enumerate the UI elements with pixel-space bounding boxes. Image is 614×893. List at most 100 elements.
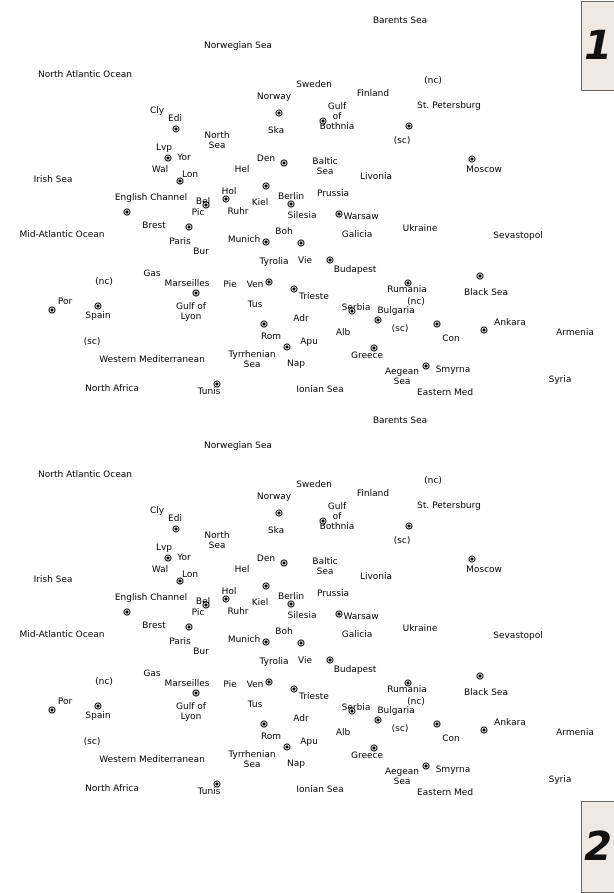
panel-1-map-label: Armenia [556, 328, 594, 338]
panel-2-map-label: Berlin [277, 592, 305, 602]
panel-1-map-label: Western Mediterranean [99, 355, 205, 365]
panel-2-map-label: (nc) [95, 677, 113, 687]
panel-1-map-label: St. Petersburg [417, 101, 481, 111]
map-panel-2: 2 Barents Sea Norwegian Sea North Atlantic… [0, 400, 614, 893]
panel-2-map-label: Armenia [556, 728, 594, 738]
panel-2-supply-center-marker [164, 554, 172, 562]
panel-2-map-label: Paris [169, 637, 191, 647]
panel-1-map-label: Ruhr [227, 207, 249, 217]
panel-2-map-label: North Africa [85, 784, 139, 794]
panel-1-map-label: Norway [256, 92, 292, 102]
panel-2-map-label: Black Sea [464, 688, 508, 698]
panel-2-map-label: Boh [275, 627, 293, 637]
panel-1-supply-center-marker [275, 109, 283, 117]
panel-1-map-label: Black Sea [464, 288, 508, 298]
panel-1-map-label: Sweden [296, 80, 332, 90]
panel-1-map-label: Wal [151, 165, 169, 175]
panel-2-map-label: Western Mediterranean [99, 755, 205, 765]
panel-2-map-label: Sweden [296, 480, 332, 490]
panel-1-map-label: Spain [85, 311, 111, 321]
panel-1-map-label: Ven [246, 280, 264, 290]
panel-1-map-label: Livonia [359, 172, 393, 182]
panel-1-map-label: (nc) [95, 277, 113, 287]
panel-1-map-label: Tunis [197, 387, 221, 397]
panel-1-supply-center-marker [265, 278, 273, 286]
panel-2-supply-center-marker [262, 638, 270, 646]
panel-2-supply-center-marker [192, 689, 200, 697]
panel-1-map-label: Pie [223, 280, 237, 290]
panel-2-map-label: North Sea [204, 531, 230, 551]
panel-2-supply-center-marker [202, 601, 210, 609]
panel-1-map-label: Hel [234, 165, 250, 175]
panel-1-map-label: Hol [221, 187, 237, 197]
panel-2-supply-center-marker [326, 656, 334, 664]
panel-2-map-label: Prussia [316, 589, 350, 599]
panel-1-map-label: Paris [169, 237, 191, 247]
panel-1-map-label: (sc) [393, 136, 411, 146]
panel-1-map-label: Por [57, 297, 73, 307]
panel-2-map-label: Pie [223, 680, 237, 690]
panel-1-map-label: Alb [335, 328, 351, 338]
panel-2-map-label: Ionian Sea [296, 785, 344, 795]
panel-1-supply-center-marker [94, 302, 102, 310]
panel-2-map-label: Por [57, 697, 73, 707]
panel-2-supply-center-marker [283, 743, 291, 751]
panel-2-map-label: Ukraine [402, 624, 438, 634]
panel-1-map-label: Finland [356, 89, 390, 99]
panel-1-map-label: Pic [191, 208, 205, 218]
panel-2-map-label: Pic [191, 608, 205, 618]
panel-2-supply-center-marker [265, 678, 273, 686]
panel-2-map-label: Norway [256, 492, 292, 502]
panel-2-map-label: St. Petersburg [417, 501, 481, 511]
panel-2-map-label: Wal [151, 565, 169, 575]
panel-2-supply-center-marker [262, 582, 270, 590]
panel-2-map-label: Vie [298, 656, 312, 666]
panel-1-map-label: Baltic Sea [312, 157, 338, 177]
panel-1-supply-center-marker [185, 223, 193, 231]
panel-2-supply-center-marker [185, 623, 193, 631]
panel-1-map-label: Lon [181, 170, 199, 180]
panel-1-supply-center-marker [192, 289, 200, 297]
panel-1-map-label: Trieste [299, 292, 329, 302]
panel-1-map-label: Greece [350, 351, 384, 361]
panel-2-map-label: Ankara [494, 718, 526, 728]
panel-1-supply-center-marker [404, 279, 412, 287]
panel-2-supply-center-marker [172, 525, 180, 533]
panel-2-map-label: Serbia [341, 703, 371, 713]
panel-1-map-label: Brest [142, 221, 166, 231]
panel-2-map-label: Yor [177, 553, 191, 563]
panel-number-badge-2: 2 [581, 801, 614, 893]
panel-1-map-label: Marseilles [164, 279, 210, 289]
panel-1-supply-center-marker [287, 200, 295, 208]
panel-2-map-label: Rumania [387, 685, 427, 695]
panel-1-supply-center-marker [176, 177, 184, 185]
panel-1-map-label: North Atlantic Ocean [38, 70, 132, 80]
panel-1-map-label: North Sea [204, 131, 230, 151]
panel-2-map-label: Smyrna [435, 765, 471, 775]
panel-1-map-label: Smyrna [435, 365, 471, 375]
panel-1-supply-center-marker [468, 155, 476, 163]
panel-2-map-label: Cly [149, 506, 165, 516]
panel-1-map-label: Sevastopol [493, 231, 543, 241]
panel-1-map-label: Gulf of Bothnia [319, 102, 355, 132]
panel-2-map-label: Eastern Med [416, 788, 474, 798]
panel-2-supply-center-marker [297, 639, 305, 647]
panel-2-supply-center-marker [176, 577, 184, 585]
panel-2-supply-center-marker [433, 720, 441, 728]
panel-2-map-label: Barents Sea [372, 416, 428, 426]
panel-1-supply-center-marker [290, 285, 298, 293]
panel-1-supply-center-marker [222, 195, 230, 203]
panel-2-supply-center-marker [123, 608, 131, 616]
panel-2-supply-center-marker [374, 716, 382, 724]
panel-2-map-label: (sc) [83, 737, 101, 747]
panel-2-map-label: Galicia [341, 630, 373, 640]
panel-1-map-label: Norwegian Sea [204, 41, 272, 51]
panel-2-map-label: Adr [293, 714, 309, 724]
panel-2-map-label: Hel [234, 565, 250, 575]
panel-1-supply-center-marker [433, 320, 441, 328]
panel-2-map-label: Spain [85, 711, 111, 721]
panel-2-map-label: English Channel [114, 593, 188, 603]
panel-2-supply-center-marker [290, 685, 298, 693]
panel-2-map-label: Brest [142, 621, 166, 631]
panel-1-map-label: Aegean Sea [384, 367, 420, 387]
